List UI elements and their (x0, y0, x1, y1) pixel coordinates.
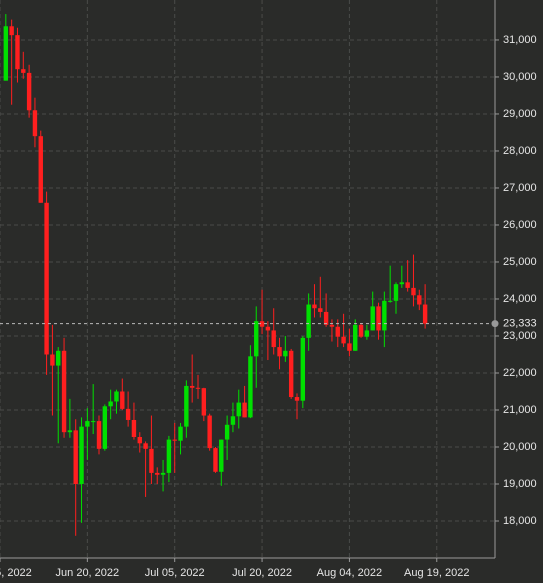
candle-body (9, 26, 14, 36)
candle-body (96, 421, 102, 449)
candle-body (358, 324, 364, 337)
candle-body (213, 448, 218, 472)
candle-body (73, 430, 78, 484)
candle-body (288, 350, 294, 398)
candle-body (207, 415, 212, 449)
candle-body (149, 448, 154, 473)
x-tick-label: Jun 05, 2022 (0, 567, 32, 579)
candle-body (85, 421, 90, 427)
candle-body (294, 397, 300, 401)
candle-body (387, 300, 393, 302)
y-tick-label: 23,000 (503, 330, 537, 342)
candle-body (370, 306, 375, 331)
y-tick-label: 25,000 (503, 256, 537, 268)
last-price-label: 23,333 (503, 318, 537, 330)
candle-body (172, 439, 177, 441)
y-tick-label: 31,000 (503, 34, 537, 46)
candle-body (201, 388, 207, 416)
candle-body (224, 424, 230, 440)
candle-body (312, 304, 317, 309)
candle-body (341, 336, 346, 344)
candle-body (399, 282, 405, 285)
candle-body (155, 472, 160, 475)
candle-body (38, 136, 43, 203)
candle-body (56, 350, 61, 366)
candle-body (143, 443, 148, 449)
candle-body (67, 430, 73, 433)
candle-body (195, 387, 201, 389)
candle-body (15, 35, 20, 70)
y-tick-label: 18,000 (503, 515, 537, 527)
candle-body (376, 306, 381, 331)
y-tick-label: 19,000 (503, 478, 537, 490)
candle-body (26, 72, 32, 111)
candle-body (50, 354, 55, 366)
candle-body (323, 311, 329, 325)
candle-body (44, 202, 49, 355)
candle-body (219, 439, 224, 472)
candle-body (114, 391, 119, 402)
candle-body (189, 385, 195, 388)
candle-body (61, 350, 67, 433)
candle-body (422, 304, 428, 324)
y-tick-label: 26,000 (503, 219, 537, 231)
candle-body (108, 401, 113, 407)
y-tick-label: 21,000 (503, 404, 537, 416)
candle-body (300, 337, 306, 401)
candle-body (102, 406, 108, 449)
candle-body (393, 284, 399, 301)
x-tick-label: Jul 20, 2022 (232, 567, 292, 579)
candle-body (254, 321, 259, 357)
candle-body (236, 402, 241, 417)
candle-body (405, 282, 410, 288)
candle-body (79, 426, 84, 484)
candle-body (90, 421, 96, 423)
y-tick-label: 24,000 (503, 293, 537, 305)
y-tick-label: 30,000 (503, 71, 537, 83)
candle-body (335, 326, 340, 337)
candle-body (131, 419, 137, 438)
y-tick-label: 29,000 (503, 108, 537, 120)
candle-body (184, 385, 189, 427)
last-price-dot (491, 320, 499, 328)
candle-body (283, 350, 288, 357)
candle-body (277, 347, 282, 357)
x-tick-label: Jul 05, 2022 (145, 567, 205, 579)
candle-body (265, 326, 271, 331)
candle-body (306, 304, 311, 338)
candle-body (32, 110, 38, 137)
candle-body (137, 437, 142, 444)
candle-body (21, 69, 26, 73)
x-tick-label: Jun 20, 2022 (56, 567, 120, 579)
candle-body (364, 330, 370, 337)
candle-body (160, 472, 166, 475)
candle-body (178, 426, 183, 441)
candle-body (382, 300, 387, 331)
candle-body (125, 408, 131, 420)
candle-body (271, 330, 276, 348)
candle-body (259, 321, 265, 327)
candle-body (230, 416, 236, 425)
y-tick-label: 22,000 (503, 367, 537, 379)
y-tick-label: 27,000 (503, 182, 537, 194)
candle-body (3, 26, 9, 81)
candle-body (329, 324, 335, 327)
candle-body (318, 308, 323, 312)
candle-body (120, 391, 125, 409)
x-tick-label: Aug 04, 2022 (317, 567, 382, 579)
candle-body (248, 356, 253, 418)
candle-body (353, 324, 358, 351)
candle-body (417, 295, 422, 305)
y-tick-label: 28,000 (503, 145, 537, 157)
y-tick-label: 20,000 (503, 441, 537, 453)
candle-body (411, 287, 416, 296)
candle-body (166, 439, 172, 473)
candle-body (242, 402, 247, 418)
x-tick-label: Aug 19, 2022 (404, 567, 469, 579)
candle-body (347, 343, 352, 351)
